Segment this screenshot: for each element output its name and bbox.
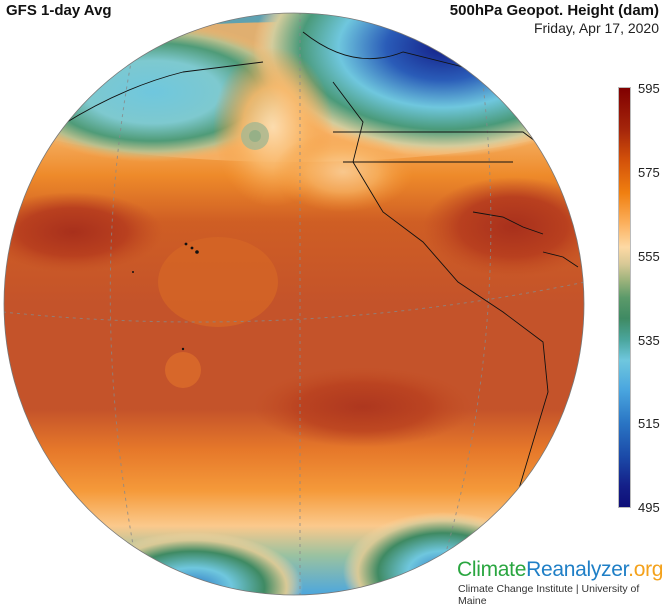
brand-part-climate: Climate bbox=[457, 558, 527, 581]
date-label: Friday, Apr 17, 2020 bbox=[533, 20, 659, 36]
model-title: GFS 1-day Avg bbox=[6, 2, 112, 19]
brand-logo: ClimateReanalyzer.org bbox=[457, 558, 663, 582]
colorbar-tick-535: 535 bbox=[638, 333, 660, 348]
globe-map bbox=[3, 12, 585, 596]
brand-part-org: .org bbox=[628, 558, 664, 581]
variable-title: 500hPa Geopot. Height (dam) bbox=[449, 2, 659, 19]
colorbar-tick-495: 495 bbox=[638, 500, 660, 515]
colorbar-tick-595: 595 bbox=[638, 81, 660, 96]
colorbar-tick-575: 575 bbox=[638, 165, 660, 180]
brand-subtitle: Climate Change Institute | University of… bbox=[458, 583, 640, 607]
colorbar bbox=[618, 87, 631, 508]
colorbar-tick-555: 555 bbox=[638, 249, 660, 264]
brand-part-reanalyzer: Reanalyzer bbox=[526, 558, 629, 581]
colorbar-tick-515: 515 bbox=[638, 416, 660, 431]
